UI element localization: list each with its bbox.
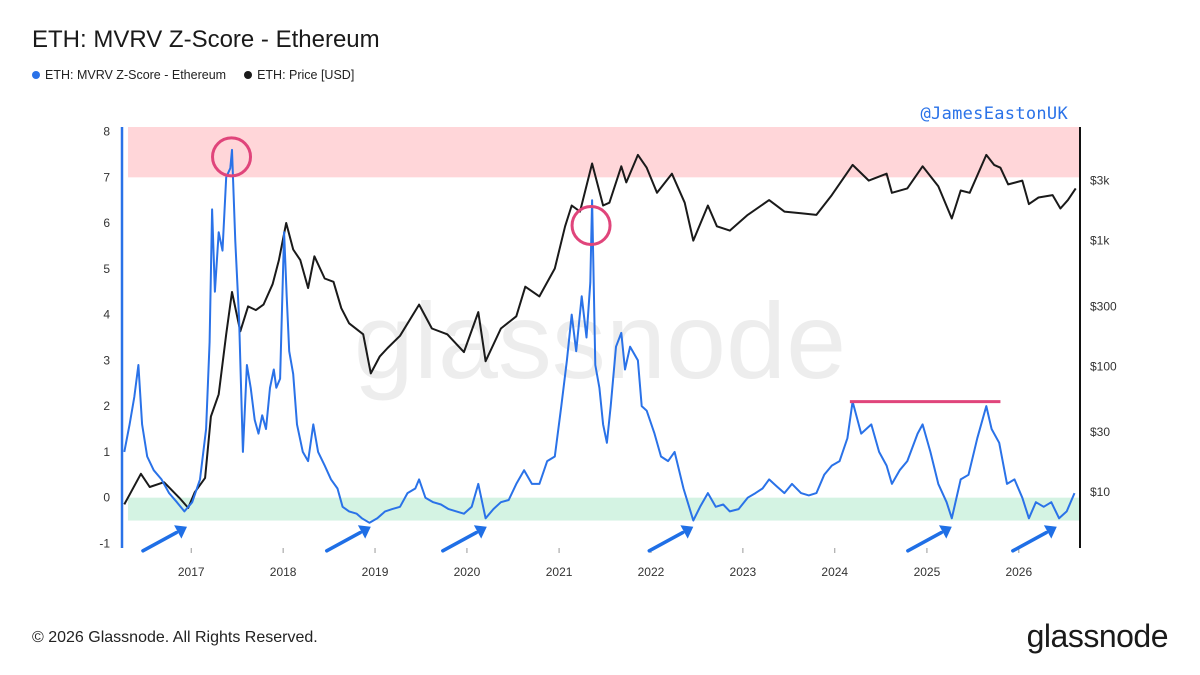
x-tick-label: 2023 xyxy=(730,565,757,579)
bottom-arrow-head xyxy=(357,525,371,539)
y-right-tick-label: $30 xyxy=(1090,425,1110,439)
legend-dot-price xyxy=(244,71,253,79)
copyright-text: © 2026 Glassnode. All Rights Reserved. xyxy=(32,629,318,646)
x-tick-label: 2018 xyxy=(270,565,297,579)
chart-title: ETH: MVRV Z-Score - Ethereum xyxy=(32,26,380,53)
y-right-tick-label: $300 xyxy=(1090,299,1117,313)
y-left-tick-label: 5 xyxy=(103,262,110,276)
price-series-line xyxy=(123,153,1077,509)
x-tick-label: 2025 xyxy=(914,565,941,579)
bottom-zone xyxy=(128,497,1080,521)
bottom-arrow-head xyxy=(174,525,187,539)
bottom-arrow-shaft xyxy=(1011,530,1049,553)
y-right-tick-label: $100 xyxy=(1090,359,1117,373)
bottom-arrow-shaft xyxy=(441,530,479,553)
y-left-tick-label: 1 xyxy=(103,445,110,459)
top-zone xyxy=(128,127,1080,178)
y-left-tick-label: 7 xyxy=(103,170,110,184)
bottom-arrow-shaft xyxy=(325,530,362,553)
author-handle: @JamesEastonUK xyxy=(920,104,1068,124)
y-left-tick-label: 3 xyxy=(103,353,110,367)
legend-label-price: ETH: Price [USD] xyxy=(257,68,355,82)
chart-legend: ETH: MVRV Z-Score - Ethereum ETH: Price … xyxy=(32,68,354,82)
legend-label-zscore: ETH: MVRV Z-Score - Ethereum xyxy=(45,68,227,82)
brand-logo: glassnode xyxy=(1026,618,1169,654)
zscore-series-line xyxy=(123,148,1076,524)
y-left-tick-label: -1 xyxy=(99,536,110,550)
x-tick-label: 2017 xyxy=(178,565,205,579)
x-tick-label: 2021 xyxy=(546,565,573,579)
bottom-arrow-head xyxy=(473,525,487,539)
x-tick-label: 2022 xyxy=(638,565,665,579)
bottom-arrow-shaft xyxy=(647,530,685,553)
legend-item-price[interactable]: ETH: Price [USD] xyxy=(244,68,354,82)
y-right-tick-label: $1k xyxy=(1090,234,1110,248)
y-left-tick-label: 4 xyxy=(103,308,110,322)
x-tick-label: 2026 xyxy=(1005,565,1032,579)
legend-item-zscore[interactable]: ETH: MVRV Z-Score - Ethereum xyxy=(32,68,226,82)
top-highlight-circle xyxy=(211,136,253,178)
bottom-arrow-shaft xyxy=(906,530,944,553)
bottom-arrow-head xyxy=(680,525,694,539)
bottom-arrow-shaft xyxy=(141,530,179,553)
x-tick-label: 2024 xyxy=(821,565,848,579)
x-tick-label: 2020 xyxy=(454,565,481,579)
legend-dot-zscore xyxy=(32,71,40,79)
bottom-arrow-head xyxy=(939,525,952,539)
x-tick-label: 2019 xyxy=(362,565,389,579)
watermark-text: glassnode xyxy=(354,280,846,401)
y-left-tick-label: 6 xyxy=(103,216,110,230)
top-highlight-circle xyxy=(570,205,612,247)
y-right-tick-label: $10 xyxy=(1090,485,1110,499)
y-right-tick-label: $3k xyxy=(1090,174,1110,188)
y-left-tick-label: 2 xyxy=(103,399,110,413)
bottom-arrow-head xyxy=(1043,525,1057,539)
y-left-tick-label: 0 xyxy=(103,491,110,505)
y-left-tick-label: 8 xyxy=(103,125,110,139)
